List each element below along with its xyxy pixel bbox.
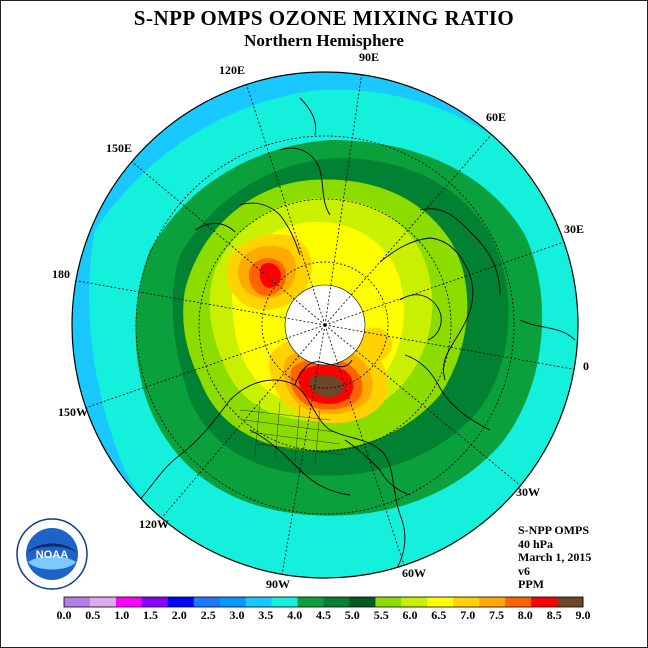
colorbar-tick-label: 0.5: [85, 608, 101, 622]
lon-label-90w: 90W: [266, 577, 290, 591]
contour-8.5-9.0-america: [310, 374, 344, 397]
colorbar-tick-label: 3.5: [258, 608, 274, 622]
colorbar-swatch: [64, 597, 91, 607]
lon-label-90e: 90E: [359, 50, 380, 64]
colorbar-swatch: [453, 597, 480, 607]
colorbar-tick-label: 4.5: [316, 608, 331, 622]
colorbar-tick-label: 6.0: [402, 608, 418, 622]
colorbar-swatch: [375, 597, 402, 607]
colorbar-tick-label: 3.0: [229, 608, 245, 622]
lon-label-180: 180: [52, 267, 70, 281]
pole-gap-outline: [284, 284, 366, 366]
lon-label-150e: 150E: [106, 141, 133, 155]
state-borders: [239, 399, 346, 466]
contour-6.5-7.0-atlantic: [358, 327, 392, 362]
lon-label-30w: 30W: [516, 485, 540, 499]
noaa-logo-text: NOAA: [36, 549, 68, 561]
colorbar-swatch: [323, 597, 350, 607]
colorbar-swatches: [63, 596, 584, 608]
colorbar-swatch: [505, 597, 532, 607]
colorbar-swatch: [271, 597, 299, 607]
colorbar-outline: [63, 596, 584, 608]
lon-label-60w: 60W: [402, 566, 426, 580]
colorbar-swatch: [401, 597, 428, 607]
info-version: v6: [518, 563, 530, 578]
colorbar-swatch: [89, 597, 117, 607]
lon-label-0: 0: [583, 359, 589, 373]
colorbar-tick-label: 1.0: [114, 608, 130, 622]
lon-label-30e: 30E: [564, 222, 585, 236]
noaa-logo: NOAA: [16, 518, 88, 590]
product-info: S-NPP OMPS 40 hPa March 1, 2015 v6 PPM: [518, 523, 592, 592]
colorbar-tick-label: 8.5: [546, 608, 562, 622]
contour-8.0-8.5-asia: [259, 263, 281, 288]
map-title: S-NPP OMPS OZONE MIXING RATIO: [133, 6, 515, 30]
hemisphere-boundary: [71, 71, 579, 579]
colorbar-tick-label: 5.5: [373, 608, 389, 622]
map-subtitle: Northern Hemisphere: [244, 31, 404, 50]
colorbar-tick-label: 6.5: [431, 608, 447, 622]
colorbar-tick-label: 7.5: [489, 608, 504, 622]
lon-label-60e: 60E: [486, 110, 507, 124]
coastlines: [134, 97, 576, 578]
colorbar-swatch: [193, 597, 221, 607]
colorbar-swatch: [115, 597, 143, 607]
colorbar-tick-label: 2.5: [200, 608, 216, 622]
info-date: March 1, 2015: [518, 550, 592, 565]
colorbar-tick-label: 7.0: [460, 608, 476, 622]
colorbar-tick-label: 4.0: [287, 608, 303, 622]
colorbar-tick-label: 2.0: [171, 608, 187, 622]
graticule: [72, 72, 578, 576]
colorbar-swatch: [427, 597, 454, 607]
colorbar-swatch: [479, 597, 506, 607]
colorbar-tick-label: 8.0: [517, 608, 533, 622]
lon-label-150w: 150W: [58, 405, 88, 419]
colorbar-swatch: [245, 597, 273, 607]
colorbar-swatch: [141, 597, 169, 607]
info-pressure-level: 40 hPa: [518, 536, 554, 551]
colorbar-tick-label: 5.0: [344, 608, 360, 622]
colorbar-swatch: [219, 597, 247, 607]
lon-label-120w: 120W: [139, 517, 169, 531]
colorbar-swatch: [167, 597, 195, 607]
colorbar-tick-label: 1.5: [143, 608, 158, 622]
info-units: PPM: [518, 577, 544, 592]
colorbar-tick-label: 0.0: [56, 608, 72, 622]
lon-label-120e: 120E: [219, 63, 246, 77]
colorbar-swatch: [297, 597, 324, 607]
info-instrument: S-NPP OMPS: [518, 523, 589, 537]
colorbar-swatch: [349, 597, 376, 607]
colorbar-swatch: [557, 597, 584, 607]
colorbar-swatch: [531, 597, 558, 607]
colorbar-tick-label: 9.0: [575, 608, 591, 622]
